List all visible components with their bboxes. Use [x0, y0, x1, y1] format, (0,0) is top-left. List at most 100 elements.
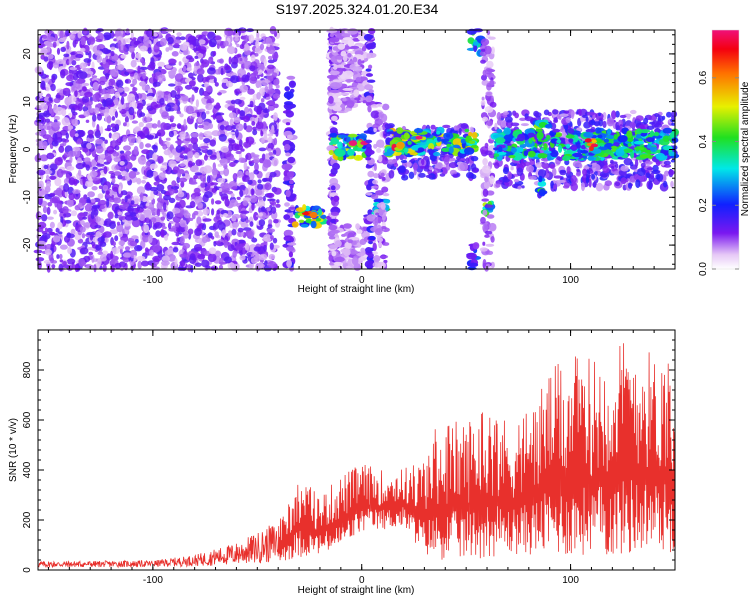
spectrogram-cell [189, 201, 196, 208]
spectrogram-cell [175, 232, 180, 237]
spectrogram-cell [247, 230, 254, 240]
spectrogram-cell [489, 175, 495, 185]
spectrogram-cell [204, 95, 212, 100]
spectrogram-cell [317, 208, 322, 216]
spectrogram-cell [256, 196, 264, 200]
spectrogram-cell [118, 240, 126, 246]
spectrogram-cell [514, 112, 519, 119]
spectrogram-cell [208, 247, 217, 255]
spectrogram-cell [157, 74, 166, 82]
spectrogram-cell [57, 222, 63, 230]
spectrogram-cell [118, 215, 127, 220]
spectrogram-cell [165, 137, 171, 141]
spectrogram-cell [151, 217, 157, 223]
spectrogram-cell [66, 97, 72, 105]
spectrogram-cell [74, 264, 79, 273]
spectrogram-cell [231, 214, 241, 219]
spectrogram-cell [273, 137, 278, 146]
spectrogram-cell [71, 118, 79, 127]
spectrogram-cell [379, 255, 387, 259]
spectrogram-cell [49, 221, 55, 229]
spectrogram-cell [568, 138, 574, 143]
spectrogram-cell [398, 165, 406, 174]
spectrogram-cell [59, 259, 63, 263]
spectrogram-cell [53, 115, 61, 121]
spectrogram-cell [329, 132, 338, 138]
spectrogram-cell [53, 97, 61, 104]
spectrogram-cell [298, 219, 305, 223]
spectrogram-cell [199, 46, 207, 54]
spectrogram-cell [263, 244, 267, 252]
spectrogram-cell [65, 82, 74, 87]
spectrogram-cell [161, 226, 167, 230]
spectrogram-cell [223, 213, 228, 217]
spectrogram-cell [190, 132, 199, 138]
spectrogram-cell [111, 194, 115, 200]
spectrogram-cell [68, 150, 76, 157]
spectrogram-cell [173, 39, 182, 44]
spectrogram-cell [510, 122, 520, 127]
spectrogram-cell [158, 77, 162, 82]
spectrogram-cell [285, 122, 291, 126]
spectrogram-cell [552, 109, 559, 115]
spectrogram-cell [43, 164, 49, 170]
spectrogram-cell [347, 39, 355, 47]
spectrogram-cell [54, 177, 62, 187]
spectrogram-cell [76, 138, 83, 145]
spectrogram-cell [152, 255, 162, 262]
spectrogram-cell [603, 138, 610, 143]
spectrogram-cell [102, 99, 107, 107]
spectrogram-cell [333, 261, 343, 266]
spectrogram-cell [570, 175, 577, 184]
spectrogram-cell [470, 144, 479, 149]
spectrogram-cell [40, 73, 47, 79]
spectrogram-cell [244, 141, 250, 149]
spectrogram-cell [254, 189, 263, 196]
spectrogram-cell [39, 103, 49, 111]
spectrogram-cell [268, 175, 273, 183]
spectrogram-cell [116, 223, 124, 233]
spectrogram-cell [315, 218, 321, 222]
spectrogram-cell [127, 94, 133, 103]
spectrogram-cell [68, 58, 72, 65]
spectrogram-cell [42, 206, 48, 214]
spectrogram-cell [235, 150, 242, 155]
spectrogram-cell [537, 153, 548, 159]
spectrogram-cell [486, 91, 492, 96]
spectrogram-cell [177, 87, 181, 96]
spectrogram-cell [114, 235, 119, 242]
spectrogram-feature [33, 26, 282, 273]
spectrogram-cell [96, 163, 105, 167]
spectrogram-cell [460, 138, 466, 144]
spectrogram-cell [527, 150, 536, 158]
spectrogram-cell [297, 212, 303, 216]
spectrogram-cell [269, 242, 274, 250]
spectrogram-cell [194, 228, 202, 236]
spectrogram-cell [66, 233, 71, 237]
spectrogram-cell [493, 153, 500, 158]
spectrogram-cell [645, 172, 651, 179]
spectrogram-cell [253, 169, 260, 175]
spectrogram-cell [310, 220, 317, 229]
spectrogram-cell [194, 262, 202, 267]
spectrogram-cell [355, 223, 360, 230]
spectrogram-cell [207, 67, 216, 75]
spectrogram-cell [71, 86, 78, 92]
spectrogram-cell [244, 187, 249, 196]
spectrogram-cell [107, 211, 114, 220]
spectrogram-cell [206, 175, 211, 184]
spectrogram-cell [346, 100, 355, 108]
spectrogram-cell [197, 202, 204, 209]
spectrogram-cell [221, 78, 229, 84]
spectrogram-cell [380, 172, 385, 178]
spectrogram-cell [288, 179, 294, 185]
spectrogram-cell [350, 45, 360, 50]
spectrogram-cell [215, 102, 221, 111]
spectrogram-cell [51, 75, 56, 84]
spectrogram-cell [329, 70, 340, 76]
spectrogram-cell [225, 73, 231, 77]
spectrogram-cell [442, 124, 451, 129]
spectrogram-cell [59, 253, 63, 260]
spectrogram-cell [146, 196, 154, 201]
spectrogram-cells [33, 26, 680, 273]
